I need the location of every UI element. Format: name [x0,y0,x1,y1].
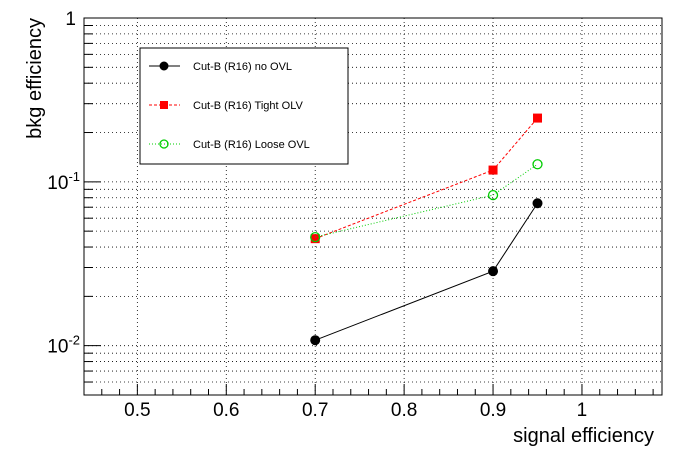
y-tick-label: 1 [65,9,76,30]
data-point [310,231,321,243]
legend-label: Cut-B (R16) no OVL [193,61,292,73]
series-3 [310,159,543,243]
x-tick-label: 0.5 [124,400,150,421]
legend-label: Cut-B (R16) Loose OVL [193,139,310,151]
x-tick-label: 0.6 [213,400,239,421]
y-tick-label: 10-1 [47,169,80,194]
x-axis-title: signal efficiency [513,425,654,447]
y-axis-title: bkg efficiency [24,18,46,139]
axis-ticks: 0.5 0.6 0.7 0.8 0.9 1 1 10-1 10-2 [47,9,654,421]
series-line [315,163,538,238]
legend-box [139,47,349,165]
legend-marker [159,139,169,149]
legend-marker [159,61,169,71]
data-point [532,198,543,209]
legend-marker [160,101,168,109]
data-point [532,159,543,170]
legend-label: Cut-B (R16) Tight OLV [193,100,303,112]
x-tick-label: 0.8 [391,400,417,421]
data-point [533,113,543,123]
data-point [487,189,499,201]
data-point [310,335,321,346]
series-line [315,202,538,341]
series-1 [310,198,543,346]
data-point [488,266,499,277]
series-layer [310,113,543,346]
y-tick-label: 10-2 [47,333,80,358]
x-tick-label: 0.9 [480,400,506,421]
series-2 [310,113,543,244]
series-line [315,117,538,240]
x-tick-label: 0.7 [302,400,328,421]
data-point [310,234,320,244]
data-point [488,165,498,175]
plot-frame [83,17,663,396]
legend: Cut-B (R16) no OVL Cut-B (R16) Tight OLV C… [139,47,349,165]
x-tick-label: 1 [577,400,588,421]
